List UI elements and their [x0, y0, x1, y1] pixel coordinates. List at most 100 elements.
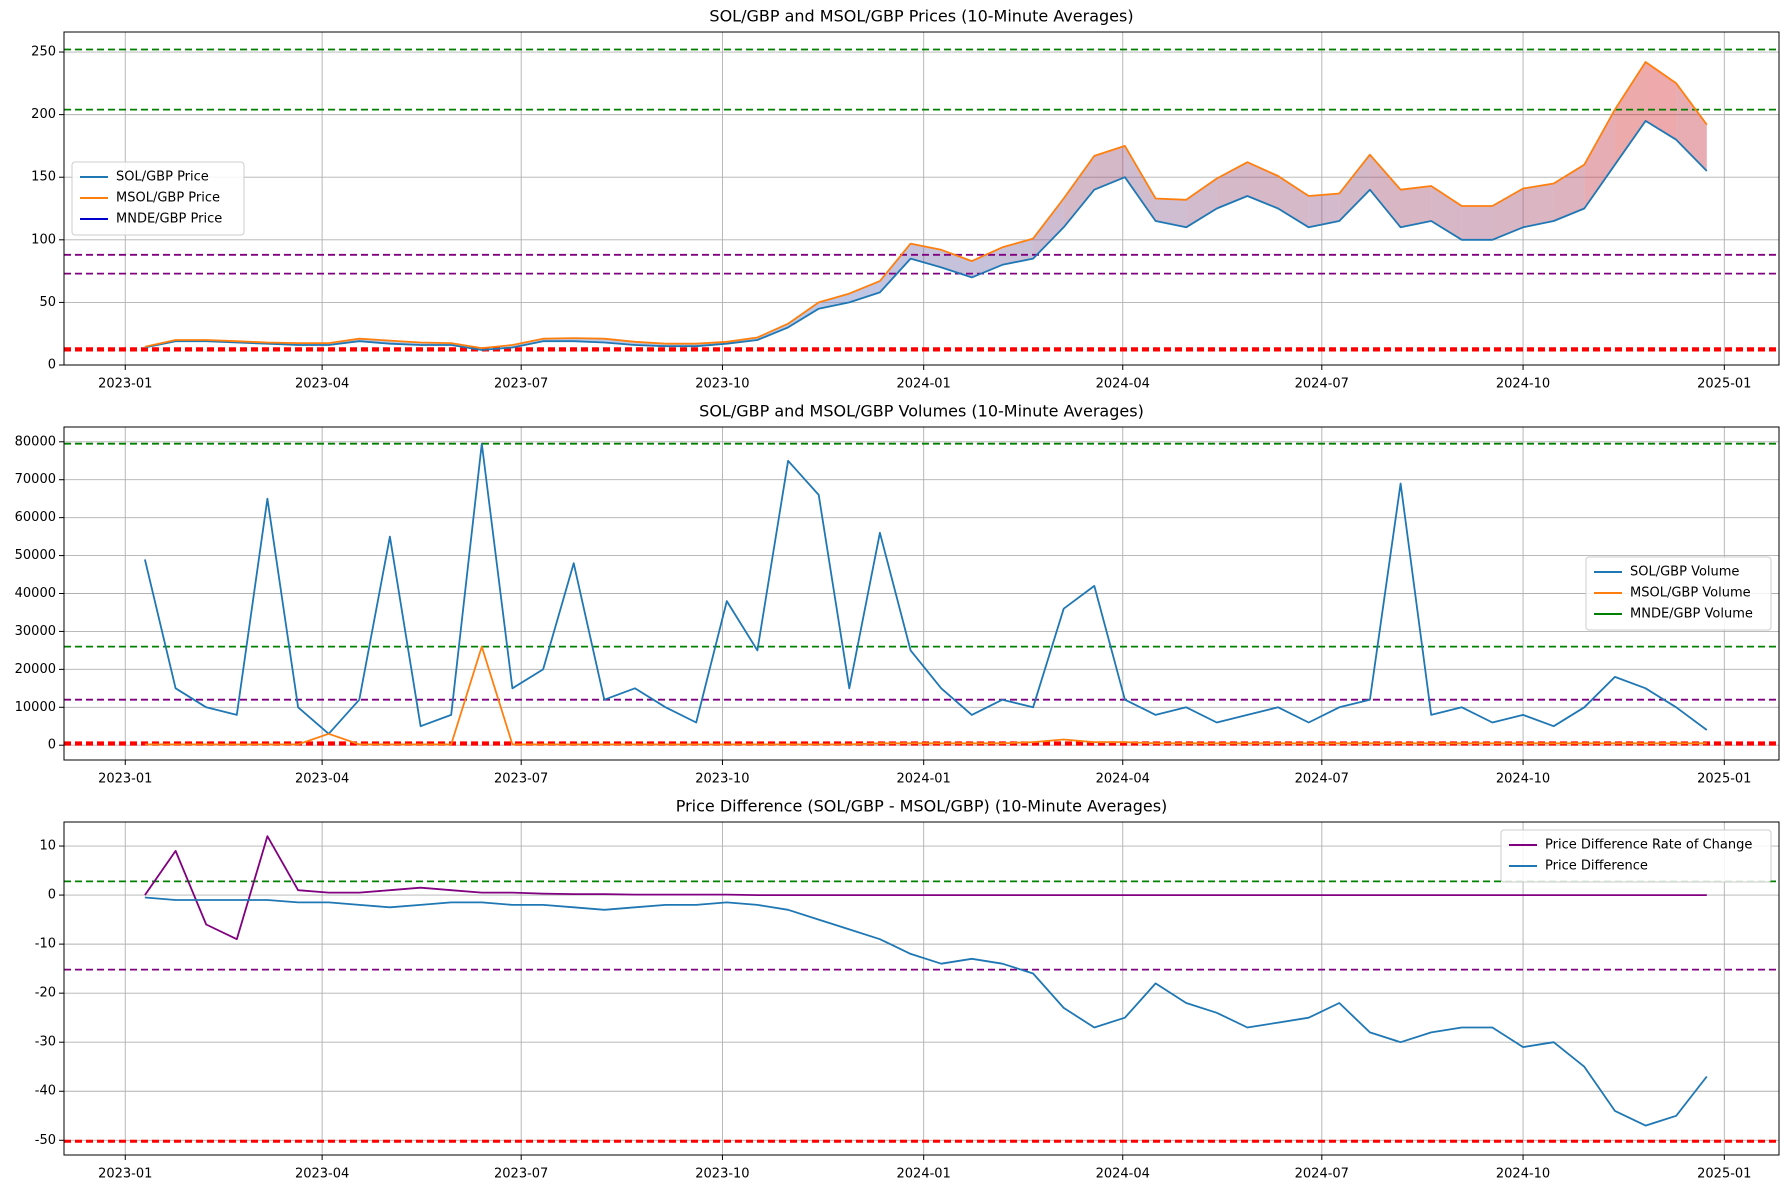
y-tick-label: 150: [31, 170, 56, 185]
x-tick-label: 2023-01: [98, 772, 152, 787]
x-tick-label: 2024-07: [1295, 377, 1349, 392]
y-tick-label: 50: [39, 295, 56, 310]
x-tick-label: 2023-07: [494, 1167, 548, 1182]
y-tick-label: 60000: [15, 510, 56, 525]
fill-between: [1308, 193, 1340, 228]
fill-between: [1063, 155, 1095, 228]
fill-between: [1369, 154, 1401, 228]
y-tick-label: -30: [35, 1035, 56, 1050]
x-tick-label: 2023-07: [494, 772, 548, 787]
legend: SOL/GBP Volume MSOL/GBP Volume MNDE/GBP Vo…: [1585, 556, 1772, 631]
legend-label: Price Difference: [1545, 859, 1648, 874]
x-tick-label: 2023-10: [695, 1167, 749, 1182]
y-tick-label: 0: [48, 358, 56, 373]
y-tick-label: 10: [39, 839, 56, 854]
x-tick-label: 2024-01: [897, 377, 951, 392]
data-line: [144, 835, 1707, 941]
legend: Price Difference Rate of Change Price Dif…: [1500, 829, 1772, 883]
x-tick-label: 2024-10: [1496, 377, 1550, 392]
x-tick-label: 2023-01: [98, 1167, 152, 1182]
legend-label: MNDE/GBP Volume: [1630, 607, 1753, 622]
x-tick-label: 2025-01: [1697, 377, 1751, 392]
plot-area: [64, 48, 1779, 352]
chart-title: Price Difference (SOL/GBP - MSOL/GBP) (1…: [676, 797, 1168, 816]
x-tick-label: 2025-01: [1697, 1167, 1751, 1182]
x-tick-label: 2023-04: [295, 772, 349, 787]
legend-box: [1500, 829, 1772, 883]
data-line: [144, 61, 1708, 349]
fill-between: [1002, 238, 1034, 265]
x-tick-label: 2023-10: [695, 772, 749, 787]
x-tick-label: 2023-04: [295, 1167, 349, 1182]
legend-box: [1585, 556, 1772, 631]
fill-between: [879, 243, 911, 293]
fill-between: [818, 293, 850, 309]
fill-between: [1584, 109, 1615, 209]
x-tick-label: 2024-07: [1295, 772, 1349, 787]
fill-between: [1155, 198, 1187, 228]
fill-between: [1645, 62, 1677, 140]
fill-between: [1676, 83, 1707, 171]
y-tick-label: 80000: [15, 434, 56, 449]
chart-title: SOL/GBP and MSOL/GBP Volumes (10-Minute …: [699, 402, 1144, 421]
y-tick-label: 70000: [15, 472, 56, 487]
data-line: [144, 120, 1708, 351]
legend-label: SOL/GBP Volume: [1630, 565, 1739, 580]
fill-between: [849, 281, 880, 303]
fill-between: [1614, 62, 1646, 165]
y-tick-label: -50: [35, 1133, 56, 1148]
fill-between: [1216, 162, 1248, 209]
x-tick-label: 2023-10: [695, 377, 749, 392]
chart-title: SOL/GBP and MSOL/GBP Prices (10-Minute A…: [709, 7, 1133, 26]
y-tick-label: 10000: [15, 700, 56, 715]
x-tick-label: 2024-07: [1295, 1167, 1349, 1182]
x-tick-label: 2023-04: [295, 377, 349, 392]
y-tick-label: -20: [35, 986, 56, 1001]
fill-between: [1247, 162, 1279, 209]
y-tick-label: 100: [31, 232, 56, 247]
fill-between: [1094, 145, 1125, 190]
y-tick-label: 0: [48, 888, 56, 903]
x-tick-label: 2023-07: [494, 377, 548, 392]
x-tick-label: 2024-04: [1096, 1167, 1150, 1182]
y-tick-label: 20000: [15, 662, 56, 677]
fill-between: [1124, 145, 1156, 222]
y-tick-label: 0: [48, 738, 56, 753]
legend-label: MSOL/GBP Price: [116, 191, 220, 206]
x-tick-label: 2024-04: [1096, 377, 1150, 392]
legend-label: MNDE/GBP Price: [116, 212, 222, 227]
y-tick-label: 40000: [15, 586, 56, 601]
fill-between: [1186, 178, 1217, 228]
fill-between: [1339, 154, 1370, 222]
x-tick-label: 2024-10: [1496, 772, 1550, 787]
y-tick-label: 250: [31, 45, 56, 60]
x-tick-label: 2024-01: [897, 1167, 951, 1182]
legend-box: [71, 161, 245, 236]
fill-between: [1523, 183, 1554, 228]
data-line: [144, 645, 1707, 746]
fill-between: [1033, 198, 1064, 259]
legend-label: MSOL/GBP Volume: [1630, 586, 1751, 601]
x-tick-label: 2024-01: [897, 772, 951, 787]
data-line: [144, 442, 1708, 735]
fill-between: [971, 247, 1003, 278]
y-tick-label: 50000: [15, 548, 56, 563]
legend-label: Price Difference Rate of Change: [1545, 838, 1752, 853]
axes-frame: [63, 426, 1780, 761]
x-tick-label: 2024-04: [1096, 772, 1150, 787]
axes-frame: [63, 821, 1780, 1156]
data-line: [144, 896, 1708, 1127]
legend-label: SOL/GBP Price: [116, 170, 209, 185]
legend: SOL/GBP Price MSOL/GBP Price MNDE/GBP Pric…: [71, 161, 245, 236]
fill-between: [1400, 185, 1432, 228]
fill-between: [941, 249, 972, 278]
fill-between: [1461, 206, 1493, 240]
axes-frame: [63, 31, 1780, 366]
fill-between: [1492, 188, 1524, 240]
y-tick-label: -10: [35, 937, 56, 952]
x-tick-label: 2025-01: [1697, 772, 1751, 787]
y-tick-label: -40: [35, 1084, 56, 1099]
x-tick-label: 2024-10: [1496, 1167, 1550, 1182]
plot-area: [64, 835, 1779, 1143]
